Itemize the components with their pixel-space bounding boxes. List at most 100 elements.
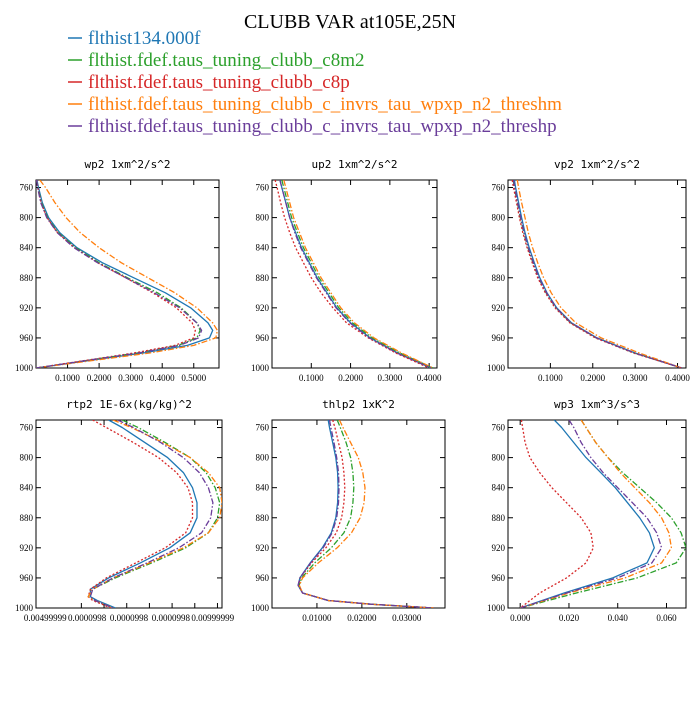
y-tick-label: 880 <box>256 513 270 523</box>
chart-panel: up2 1xm^2/s^2 760 800 840 880 920 960 1000 0.100… <box>251 158 442 383</box>
chart-panel: thlp2 1xK^2 760 800 840 880 920 960 1000 0.01000… <box>251 398 446 623</box>
y-tick-label: 840 <box>20 243 34 253</box>
y-tick-label: 880 <box>492 273 506 283</box>
series-line <box>36 180 203 368</box>
x-tick-label: 0.4000 <box>150 373 175 383</box>
series-line <box>281 180 434 368</box>
y-tick-label: 840 <box>256 483 270 493</box>
y-tick-label: 960 <box>256 333 270 343</box>
y-tick-label: 880 <box>256 273 270 283</box>
y-tick-label: 1000 <box>15 603 34 613</box>
x-tick-label: 0.0000998 <box>110 613 149 623</box>
y-tick-label: 920 <box>20 543 34 553</box>
x-tick-label: 0.03000 <box>392 613 422 623</box>
series-line <box>274 180 430 368</box>
y-tick-label: 960 <box>256 573 270 583</box>
series-line <box>283 180 434 368</box>
panel-title: vp2 1xm^2/s^2 <box>554 158 640 171</box>
y-tick-label: 1000 <box>251 363 270 373</box>
series-line <box>516 180 683 368</box>
y-tick-label: 800 <box>20 213 34 223</box>
x-tick-label: 0.01000 <box>302 613 332 623</box>
x-tick-label: 0.2000 <box>87 373 112 383</box>
y-tick-label: 800 <box>256 213 270 223</box>
series-line <box>36 180 201 368</box>
y-tick-label: 920 <box>20 303 34 313</box>
series-line <box>87 420 222 608</box>
series-line <box>519 420 594 608</box>
series-line <box>36 180 219 368</box>
series-line <box>297 420 434 608</box>
y-tick-label: 960 <box>20 333 34 343</box>
series-line <box>36 180 196 368</box>
series-group <box>87 420 222 608</box>
y-tick-label: 960 <box>492 333 506 343</box>
y-tick-label: 920 <box>256 303 270 313</box>
x-tick-label: 0.000 <box>510 613 531 623</box>
panel-title: thlp2 1xK^2 <box>322 398 395 411</box>
chart-panel: wp2 1xm^2/s^2 760 800 840 880 920 960 1000 0.100… <box>15 158 220 383</box>
series-line <box>520 420 686 608</box>
panels: wp2 1xm^2/s^2 760 800 840 880 920 960 1000 0.100… <box>15 158 690 623</box>
series-group <box>519 420 686 608</box>
y-tick-label: 800 <box>256 453 270 463</box>
y-tick-label: 880 <box>492 513 506 523</box>
panel-frame <box>507 179 687 369</box>
series-group <box>511 180 683 368</box>
y-tick-label: 760 <box>492 183 506 193</box>
series-line <box>297 420 434 608</box>
y-tick-label: 840 <box>256 243 270 253</box>
y-tick-label: 1000 <box>487 363 506 373</box>
legend-entry: flthist134.000f <box>88 28 201 49</box>
panel-frame <box>271 179 438 369</box>
panel-frame <box>35 179 220 369</box>
legend-entry: flthist.fdef.taus_tuning_clubb_c8p <box>88 72 350 93</box>
y-tick-label: 800 <box>20 453 34 463</box>
legend-entry: flthist.fdef.taus_tuning_clubb_c8m2 <box>88 50 365 71</box>
x-tick-label: 0.020 <box>559 613 580 623</box>
x-tick-label: 0.00499999 <box>24 613 67 623</box>
panel-frame <box>507 419 687 609</box>
panel-frame <box>35 419 223 609</box>
series-line <box>512 180 682 368</box>
series-line <box>36 180 214 368</box>
y-tick-label: 840 <box>20 483 34 493</box>
y-tick-label: 880 <box>20 273 34 283</box>
x-tick-label: 0.3000 <box>118 373 143 383</box>
series-line <box>511 180 682 368</box>
y-tick-label: 920 <box>256 543 270 553</box>
x-tick-label: 0.060 <box>656 613 677 623</box>
series-line <box>519 420 655 608</box>
y-tick-label: 920 <box>492 543 506 553</box>
legend: flthist134.000fflthist.fdef.taus_tuning_… <box>68 28 562 137</box>
x-tick-label: 0.1000 <box>299 373 324 383</box>
series-line <box>89 420 214 608</box>
y-tick-label: 960 <box>20 573 34 583</box>
x-tick-label: 0.2000 <box>580 373 605 383</box>
y-tick-label: 840 <box>492 243 506 253</box>
chart-panel: vp2 1xm^2/s^2 760 800 840 880 920 960 1000 0.100… <box>487 158 690 383</box>
legend-entry: flthist.fdef.taus_tuning_clubb_c_invrs_t… <box>88 94 562 115</box>
series-group <box>274 180 434 368</box>
series-group <box>297 420 434 608</box>
y-tick-label: 760 <box>20 183 34 193</box>
series-line <box>298 420 434 608</box>
y-tick-label: 960 <box>492 573 506 583</box>
x-tick-label: 0.4000 <box>665 373 690 383</box>
y-tick-label: 760 <box>20 423 34 433</box>
y-tick-label: 840 <box>492 483 506 493</box>
y-tick-label: 1000 <box>251 603 270 613</box>
y-tick-label: 760 <box>492 423 506 433</box>
x-tick-label: 0.0000998 <box>68 613 107 623</box>
series-line <box>297 420 434 608</box>
chart-title: CLUBB VAR at105E,25N <box>244 11 456 33</box>
y-tick-label: 800 <box>492 213 506 223</box>
series-line <box>513 180 682 368</box>
y-tick-label: 800 <box>492 453 506 463</box>
panel-title: wp3 1xm^3/s^3 <box>554 398 640 411</box>
series-line <box>89 420 198 608</box>
x-tick-label: 0.0000998 <box>152 613 191 623</box>
x-tick-label: 0.3000 <box>623 373 648 383</box>
series-group <box>36 180 219 368</box>
